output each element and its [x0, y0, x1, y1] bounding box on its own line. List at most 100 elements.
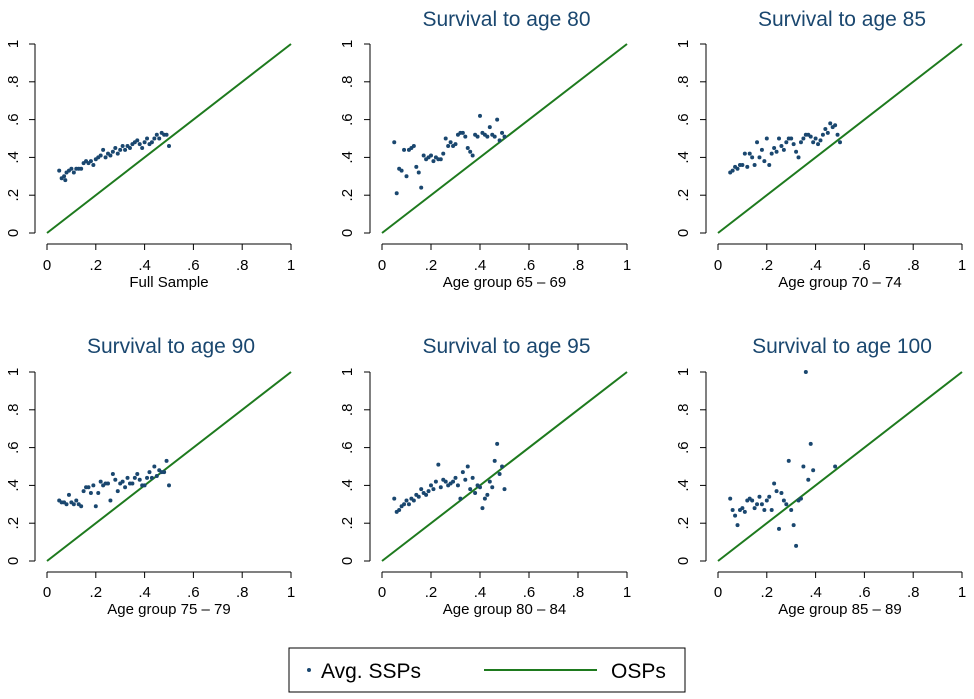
y-tick-label: .6: [339, 441, 356, 454]
ssp-point: [419, 487, 424, 492]
ssp-point: [500, 464, 505, 469]
ssp-point: [465, 145, 470, 150]
ssp-point: [145, 136, 150, 141]
x-tick-label: .4: [809, 584, 822, 601]
ssp-point: [108, 153, 113, 158]
ssp-point: [132, 475, 137, 480]
ssp-point: [779, 490, 784, 495]
ssp-point: [784, 502, 789, 507]
ssp-point: [451, 479, 456, 484]
ssp-point: [453, 142, 458, 147]
ssp-point: [441, 151, 446, 156]
x-tick-label: 1: [958, 257, 966, 274]
ssp-point: [137, 477, 142, 482]
osp-line: [717, 43, 963, 234]
ssp-point: [801, 464, 806, 469]
ssp-point: [495, 441, 500, 446]
ssp-point: [455, 483, 460, 488]
x-tick-label: .6: [523, 584, 536, 601]
ssp-point: [767, 494, 772, 499]
ssp-point: [473, 490, 478, 495]
ssp-point: [733, 513, 738, 518]
ssp-point: [747, 151, 752, 156]
ssp-point: [120, 479, 125, 484]
y-tick-label: .4: [675, 479, 692, 492]
ssp-point: [781, 147, 786, 152]
ssp-point: [436, 462, 441, 467]
ssp-point: [431, 487, 436, 492]
ssp-point: [762, 159, 767, 164]
y-tick-label: .2: [675, 189, 692, 202]
ssp-point: [835, 132, 840, 137]
ssp-point: [463, 134, 468, 139]
x-tick-label: .8: [236, 584, 249, 601]
ssp-point: [162, 470, 167, 475]
ssp-point: [98, 153, 103, 158]
x-tick-label: 1: [287, 257, 295, 274]
ssp-point: [142, 140, 147, 145]
x-tick-label: .6: [187, 257, 200, 274]
ssp-point: [392, 140, 397, 145]
ssp-point: [808, 134, 813, 139]
ssp-point: [110, 149, 115, 154]
ssp-point: [745, 164, 750, 169]
ssp-point: [63, 178, 68, 183]
x-tick-label: .2: [90, 584, 103, 601]
ssp-point: [728, 496, 733, 501]
x-axis-label: Age group 85 – 89: [778, 601, 901, 618]
ssp-point: [811, 140, 816, 145]
ssp-point: [458, 496, 463, 501]
ssp-point: [429, 153, 433, 158]
ssp-point: [468, 149, 473, 154]
ssp-point: [411, 144, 416, 149]
y-tick-label: .6: [339, 113, 356, 126]
x-tick-label: .8: [572, 584, 585, 601]
ssp-point: [431, 159, 436, 164]
legend-box: [288, 647, 686, 693]
x-tick-label: .4: [474, 257, 487, 274]
ssp-point: [157, 136, 162, 141]
ssp-point: [154, 132, 159, 137]
ssp-point: [798, 496, 803, 501]
ssp-point: [453, 475, 458, 480]
y-tick-label: .4: [675, 151, 692, 164]
ssp-point: [64, 502, 69, 507]
ssp-point: [794, 149, 799, 154]
ssp-point: [798, 140, 803, 145]
ssp-point: [429, 483, 433, 488]
ssp-point: [777, 526, 781, 531]
ssp-point: [110, 472, 115, 477]
x-tick-label: .8: [236, 257, 249, 274]
ssp-point: [730, 168, 735, 173]
ssp-point: [750, 498, 755, 503]
x-tick-label: 1: [287, 584, 295, 601]
ssp-point: [769, 507, 774, 512]
x-tick-label: .6: [858, 257, 871, 274]
x-tick-label: 0: [714, 584, 722, 601]
ssp-point: [818, 138, 823, 143]
x-tick-label: .4: [474, 584, 487, 601]
ssp-point: [774, 149, 779, 154]
x-tick-label: 0: [43, 584, 51, 601]
x-tick-label: 0: [43, 257, 51, 274]
ssp-point: [125, 475, 130, 480]
x-tick-label: .6: [187, 584, 200, 601]
x-axis-label: Age group 70 – 74: [778, 274, 901, 291]
x-tick-label: .8: [907, 257, 920, 274]
ssp-point: [91, 162, 96, 167]
ssp-point: [482, 496, 487, 501]
ssp-point: [96, 490, 101, 495]
ssp-point: [66, 492, 71, 497]
ssp-point: [421, 153, 426, 158]
y-tick-label: 1: [339, 40, 356, 48]
ssp-point: [475, 134, 480, 139]
y-tick-label: 1: [5, 40, 22, 48]
ssp-point: [448, 140, 453, 145]
ssp-point: [492, 134, 497, 139]
ssp-point: [485, 492, 490, 497]
ssp-point: [71, 170, 76, 175]
chart-panel-4: Survival to age 90 0 0 .2 .2 .4 .4 .6 .6 .8 .8 1 1 Ag…: [5, 335, 295, 618]
y-tick-label: 0: [5, 557, 22, 565]
ssp-point: [789, 507, 794, 512]
